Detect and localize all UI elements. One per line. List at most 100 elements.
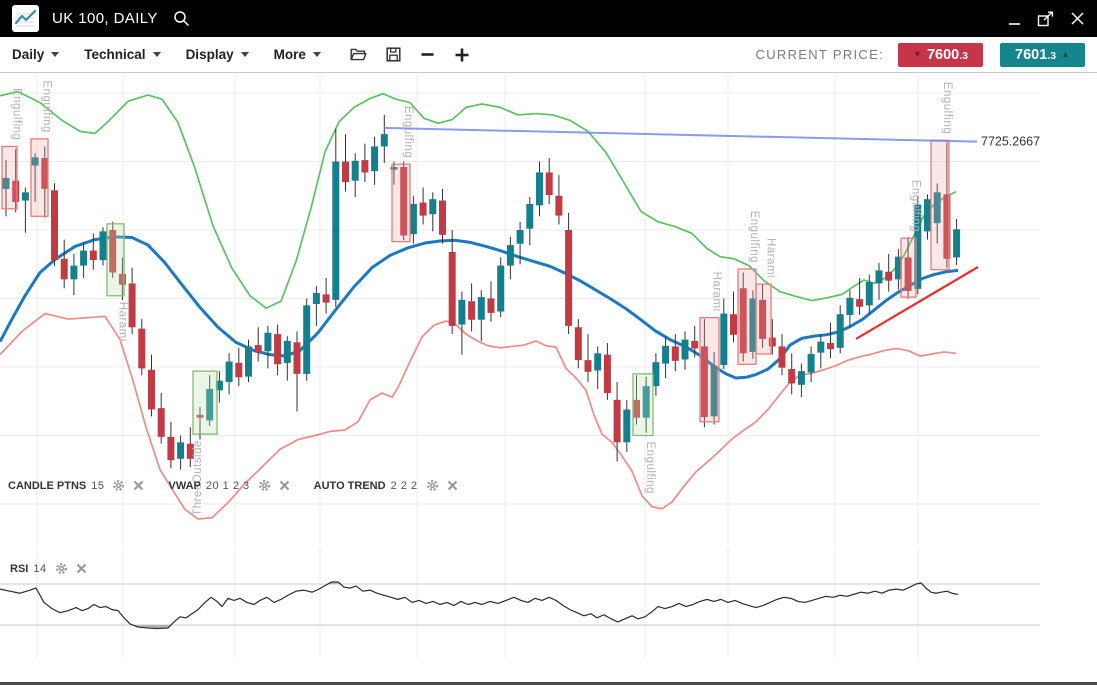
candle <box>70 253 78 296</box>
buy-price-button[interactable]: 7601.3 ▲ <box>1000 42 1085 67</box>
zoom-in-icon[interactable] <box>454 47 470 63</box>
close-icon[interactable] <box>76 563 87 574</box>
candle <box>361 143 369 183</box>
menu-display[interactable]: Display <box>186 47 249 62</box>
candle <box>400 161 408 241</box>
upper-band-line <box>0 90 957 309</box>
candle <box>526 197 534 246</box>
close-icon[interactable] <box>279 480 290 491</box>
indicator-name: VWAP <box>168 479 201 492</box>
candle <box>933 183 941 244</box>
indicator-params: 15 <box>91 479 105 492</box>
grid <box>0 74 1040 657</box>
candle <box>662 336 670 378</box>
candle <box>157 393 165 444</box>
price-chart[interactable]: Engulfing Engulfing Harami ThreeOutside Engu… <box>0 73 1097 682</box>
candle <box>274 324 282 376</box>
indicator-params: 2 2 2 <box>390 479 418 492</box>
chart-line-icon <box>14 9 37 27</box>
window-controls <box>1008 11 1085 27</box>
pattern-box-bullish <box>192 370 218 435</box>
pattern-box-bullish <box>106 223 125 297</box>
candle <box>671 334 679 372</box>
candle <box>303 298 311 381</box>
window-bottom-border <box>0 682 1097 685</box>
candle <box>633 375 640 425</box>
resistance-value-label: 7725.2667 <box>981 135 1040 149</box>
close-icon[interactable] <box>447 480 458 491</box>
candle <box>885 253 893 292</box>
candle <box>167 421 175 469</box>
open-folder-icon[interactable] <box>350 47 367 62</box>
pattern-label: Engulfing <box>644 442 656 494</box>
candle <box>642 376 650 433</box>
menu-label: More <box>273 47 306 62</box>
candles <box>2 114 961 470</box>
candle <box>856 277 864 315</box>
candle <box>468 283 476 332</box>
candle <box>778 334 786 376</box>
candle <box>351 153 359 198</box>
candle <box>177 435 185 470</box>
candle <box>516 221 524 265</box>
pattern-box-bullish <box>632 373 654 437</box>
pattern-box-bearish <box>737 268 757 365</box>
minimize-button[interactable] <box>1008 12 1022 26</box>
price-value: 7601.3 <box>1015 46 1057 63</box>
candle <box>118 257 126 300</box>
popout-button[interactable] <box>1037 11 1055 27</box>
candle <box>264 325 272 369</box>
save-icon[interactable] <box>386 47 401 62</box>
candle <box>943 142 951 268</box>
candle <box>807 346 815 383</box>
gear-icon[interactable] <box>55 562 68 575</box>
pattern-label: Harami <box>711 272 723 312</box>
close-icon[interactable] <box>133 480 144 491</box>
chevron-down-icon <box>312 52 321 57</box>
candle <box>283 336 291 381</box>
menu-daily[interactable]: Daily <box>12 47 60 62</box>
pattern-label: Engulfing <box>748 211 760 263</box>
candle <box>342 134 349 192</box>
candle <box>31 153 39 202</box>
support-trendline[interactable] <box>855 266 979 340</box>
title-bar: UK 100, DAILY <box>0 0 1097 37</box>
pattern-box-bearish <box>755 283 772 355</box>
sell-price-button[interactable]: ▼ 7600.3 <box>898 42 983 67</box>
candle <box>332 128 340 307</box>
candle <box>245 339 252 383</box>
candle <box>681 331 689 370</box>
gear-icon[interactable] <box>112 479 125 492</box>
pattern-box-bearish <box>699 317 720 423</box>
candle <box>312 286 320 326</box>
indicator-chip: RSI 14 <box>10 562 87 575</box>
rsi-oversold-fill <box>132 625 171 629</box>
down-arrow-icon: ▼ <box>913 49 922 59</box>
candle <box>128 267 136 335</box>
candle <box>215 371 223 403</box>
candle <box>565 212 573 335</box>
pattern-label: Engulfing <box>941 82 953 134</box>
indicator-name: AUTO TREND <box>313 479 386 492</box>
candle <box>749 290 757 359</box>
candle <box>12 149 20 213</box>
indicator-chips: CANDLE PTNS 15 VWAP 20 1 2 3 AUTO TREND 2 2 2 <box>8 479 458 492</box>
candle <box>322 277 330 314</box>
rsi-indicator-chip: RSI 14 <box>10 562 87 575</box>
candle <box>206 375 214 426</box>
candle <box>138 319 146 376</box>
candle <box>99 227 107 266</box>
candle <box>148 354 155 417</box>
pattern-box-bearish <box>1 145 18 210</box>
up-arrow-icon: ▲ <box>1061 49 1070 59</box>
close-button[interactable] <box>1070 11 1085 26</box>
zoom-out-icon[interactable] <box>420 47 435 62</box>
menu-technical[interactable]: Technical <box>84 47 161 62</box>
search-icon[interactable] <box>173 10 190 27</box>
resistance-trendline[interactable] <box>383 126 978 143</box>
candle <box>41 146 49 218</box>
candle <box>60 239 68 289</box>
gear-icon[interactable] <box>426 479 439 492</box>
gear-icon[interactable] <box>258 479 271 492</box>
menu-more[interactable]: More <box>274 47 321 62</box>
